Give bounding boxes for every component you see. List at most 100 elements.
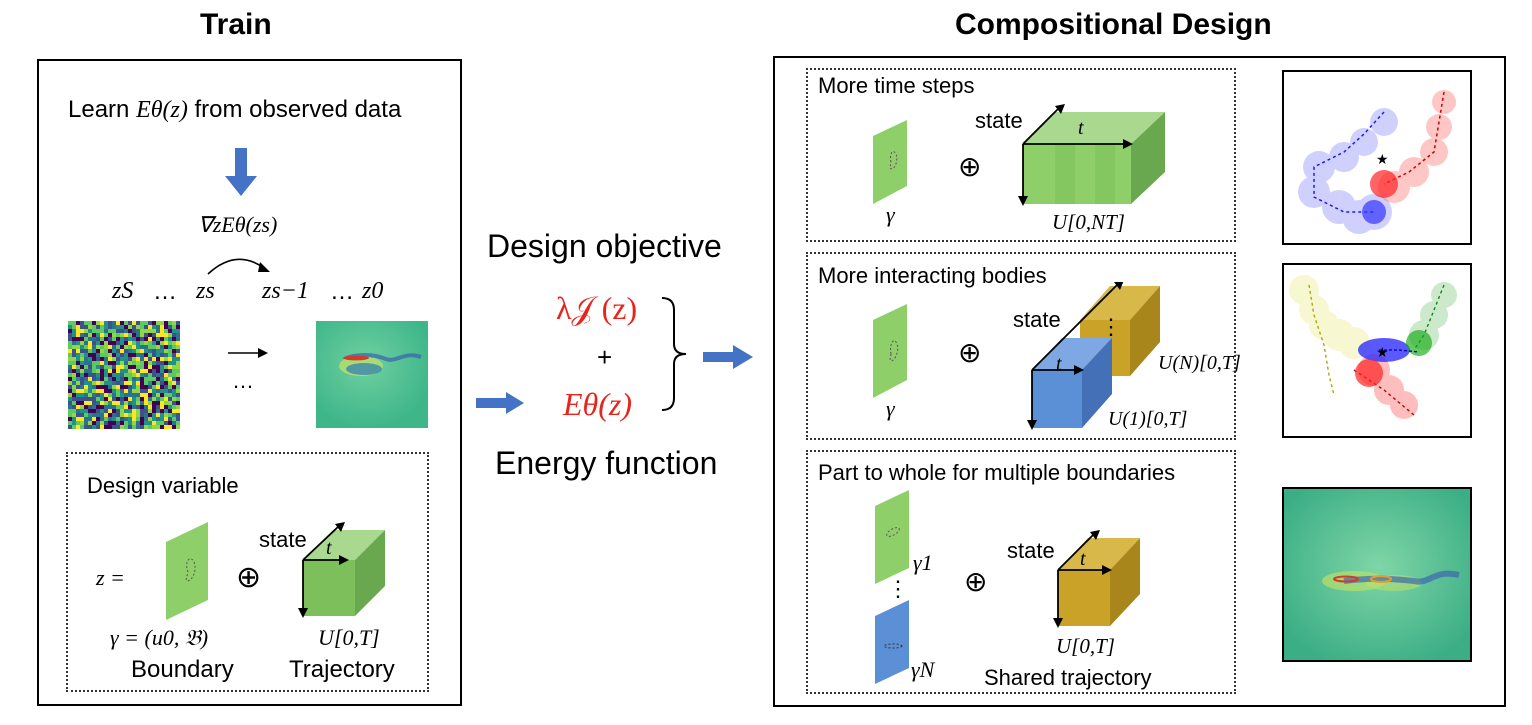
chain-z-0: z0 bbox=[362, 278, 384, 304]
box1-oplus: ⊕ bbox=[958, 150, 982, 183]
noise-pixel bbox=[72, 325, 76, 329]
noise-pixel bbox=[152, 329, 156, 333]
noise-pixel bbox=[148, 421, 152, 425]
noise-pixel bbox=[132, 405, 136, 409]
noise-pixel bbox=[116, 353, 120, 357]
noise-pixel bbox=[128, 405, 132, 409]
noise-pixel bbox=[168, 361, 172, 365]
noise-pixel bbox=[100, 361, 104, 365]
noise-pixel bbox=[176, 405, 180, 409]
noise-pixel bbox=[160, 333, 164, 337]
noise-pixel bbox=[88, 425, 92, 429]
noise-pixel bbox=[88, 405, 92, 409]
noise-pixel bbox=[168, 401, 172, 405]
noise-pixel bbox=[136, 389, 140, 393]
noise-pixel bbox=[92, 345, 96, 349]
noise-pixel bbox=[124, 373, 128, 377]
noise-pixel bbox=[100, 357, 104, 361]
noise-pixel bbox=[152, 385, 156, 389]
noise-pixel bbox=[96, 373, 100, 377]
noise-pixel bbox=[144, 361, 148, 365]
noise-pixel bbox=[116, 373, 120, 377]
denoise-arrow bbox=[228, 348, 268, 358]
noise-pixel bbox=[108, 393, 112, 397]
noise-pixel bbox=[124, 425, 128, 429]
noise-pixel bbox=[96, 341, 100, 345]
noise-pixel bbox=[176, 425, 180, 429]
noise-pixel bbox=[168, 421, 172, 425]
noise-pixel bbox=[104, 353, 108, 357]
noise-pixel bbox=[128, 373, 132, 377]
noise-pixel bbox=[164, 337, 168, 341]
noise-pixel bbox=[84, 337, 88, 341]
noise-pixel bbox=[92, 337, 96, 341]
noise-pixel bbox=[156, 337, 160, 341]
noise-pixel bbox=[76, 393, 80, 397]
noise-pixel bbox=[120, 409, 124, 413]
noise-pixel bbox=[80, 405, 84, 409]
noise-pixel bbox=[120, 385, 124, 389]
noise-pixel bbox=[156, 389, 160, 393]
noise-pixel bbox=[80, 389, 84, 393]
noise-pixel bbox=[124, 353, 128, 357]
noise-pixel bbox=[84, 393, 88, 397]
chain-z-s-1: zs−1 bbox=[262, 278, 309, 304]
noise-pixel bbox=[96, 389, 100, 393]
chain-ellipsis-2: … bbox=[330, 278, 354, 305]
noise-pixel bbox=[152, 421, 156, 425]
noise-pixel bbox=[160, 425, 164, 429]
noise-pixel bbox=[144, 373, 148, 377]
noise-pixel bbox=[132, 321, 136, 325]
noise-pixel bbox=[84, 381, 88, 385]
noise-pixel bbox=[164, 365, 168, 369]
noise-pixel bbox=[140, 357, 144, 361]
noise-pixel bbox=[80, 421, 84, 425]
noise-pixel bbox=[84, 333, 88, 337]
noise-pixel bbox=[68, 373, 72, 377]
noise-pixel bbox=[104, 337, 108, 341]
noise-pixel bbox=[88, 349, 92, 353]
noise-pixel bbox=[124, 321, 128, 325]
noise-pixel bbox=[160, 397, 164, 401]
noise-pixel bbox=[144, 369, 148, 373]
noise-pixel bbox=[112, 357, 116, 361]
noise-pixel bbox=[164, 393, 168, 397]
noise-pixel bbox=[156, 393, 160, 397]
noise-pixel bbox=[152, 373, 156, 377]
gamma-definition: γ = (u0, 𝔅) bbox=[110, 625, 209, 650]
noise-pixel bbox=[172, 329, 176, 333]
noise-pixel bbox=[140, 369, 144, 373]
noise-pixel bbox=[80, 369, 84, 373]
noise-pixel bbox=[76, 397, 80, 401]
noise-pixel bbox=[148, 325, 152, 329]
noise-pixel bbox=[144, 337, 148, 341]
noise-pixel bbox=[172, 385, 176, 389]
noise-pixel bbox=[156, 329, 160, 333]
noise-pixel bbox=[136, 425, 140, 429]
noise-pixel bbox=[120, 421, 124, 425]
noise-pixel bbox=[100, 353, 104, 357]
noise-pixel bbox=[92, 321, 96, 325]
noise-pixel bbox=[128, 397, 132, 401]
noise-pixel bbox=[164, 321, 168, 325]
noise-pixel bbox=[116, 381, 120, 385]
noise-pixel bbox=[140, 349, 144, 353]
noise-pixel bbox=[132, 385, 136, 389]
noise-pixel bbox=[104, 393, 108, 397]
noise-pixel bbox=[160, 369, 164, 373]
noise-pixel bbox=[152, 397, 156, 401]
noise-pixel bbox=[112, 361, 116, 365]
noise-pixel bbox=[76, 377, 80, 381]
noise-pixel bbox=[156, 325, 160, 329]
noise-pixel bbox=[76, 405, 80, 409]
noise-pixel bbox=[168, 321, 172, 325]
noise-pixel bbox=[124, 393, 128, 397]
noise-pixel bbox=[168, 325, 172, 329]
noise-pixel bbox=[108, 389, 112, 393]
noise-pixel bbox=[104, 333, 108, 337]
noise-pixel bbox=[72, 425, 76, 429]
noise-pixel bbox=[136, 385, 140, 389]
noise-pixel bbox=[164, 421, 168, 425]
noise-pixel bbox=[168, 333, 172, 337]
noise-pixel bbox=[132, 353, 136, 357]
